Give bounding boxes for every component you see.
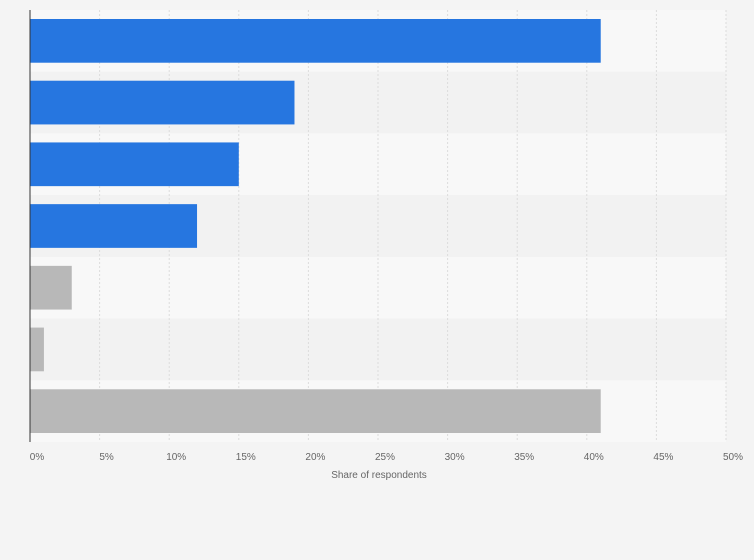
bar bbox=[30, 142, 239, 187]
bar bbox=[30, 327, 44, 372]
x-tick-label: 35% bbox=[514, 452, 534, 463]
bar bbox=[30, 389, 601, 433]
bar bbox=[30, 19, 601, 63]
x-tick-label: 5% bbox=[99, 452, 114, 463]
x-axis-title: Share of respondents bbox=[331, 470, 427, 481]
x-tick-label: 15% bbox=[236, 452, 256, 463]
bars bbox=[30, 19, 601, 433]
bar bbox=[30, 80, 295, 125]
x-tick-label: 40% bbox=[584, 452, 604, 463]
x-tick-label: 30% bbox=[445, 452, 465, 463]
x-tick-label: 0% bbox=[30, 452, 45, 463]
x-tick-label: 10% bbox=[166, 452, 186, 463]
x-tick-label: 50% bbox=[723, 452, 743, 463]
x-tick-label: 45% bbox=[653, 452, 673, 463]
x-tick-labels: 0% 5% 10% 15% 20% 25% 30% 35% 40% 45% 50% bbox=[30, 452, 743, 463]
x-tick-label: 20% bbox=[305, 452, 325, 463]
bar bbox=[30, 265, 72, 310]
bar bbox=[30, 204, 198, 248]
x-tick-label: 25% bbox=[375, 452, 395, 463]
